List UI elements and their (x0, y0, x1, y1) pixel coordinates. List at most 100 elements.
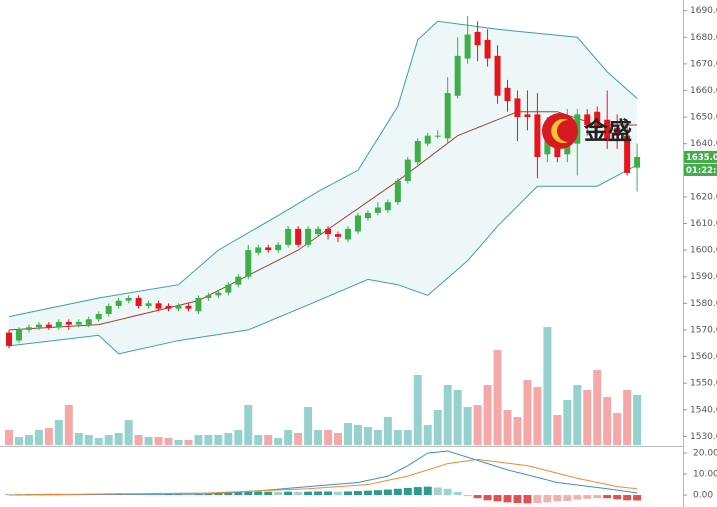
candle-body (614, 127, 621, 136)
candle-body (175, 305, 182, 309)
candle-body (434, 135, 441, 137)
candle-body (444, 93, 451, 139)
logo: 金盛 (542, 113, 632, 149)
candle-body (394, 180, 401, 203)
volume-bar (274, 438, 283, 445)
macd-histogram-bar (433, 487, 442, 496)
candle-body (85, 319, 92, 325)
last-price-tag (684, 150, 717, 163)
countdown-label: 01:22:2 (686, 166, 717, 176)
candle-body (6, 332, 12, 346)
macd-pane (5, 450, 642, 504)
candle-body (155, 303, 162, 309)
y-tick-label: 1530.0 (690, 432, 717, 442)
volume-bar (124, 420, 133, 445)
macd-histogram-bar (443, 488, 452, 496)
macd-histogram-bar (244, 491, 253, 496)
volume-bar (304, 407, 313, 445)
y-tick-label: 1550.0 (690, 379, 717, 389)
macd-histogram-bar (214, 493, 223, 496)
volume-bar (623, 390, 632, 445)
y-tick-label: 1680.0 (690, 33, 717, 43)
volume-bar (603, 397, 612, 445)
volume-bar (523, 380, 532, 445)
volume-bar (234, 430, 243, 445)
macd-histogram-bar (334, 491, 343, 496)
candle-body (424, 135, 431, 144)
candles (6, 15, 641, 349)
macd-histogram-bar (593, 495, 602, 499)
candle-body (215, 292, 222, 296)
volume-bar (184, 440, 193, 445)
candle-body (145, 303, 152, 306)
volume-bar (473, 405, 482, 445)
volume-bar (543, 327, 552, 445)
volume-bar (573, 385, 582, 445)
macd-histogram-bar (613, 495, 622, 500)
volume-bar (463, 407, 472, 445)
macd-histogram-bar (264, 491, 273, 496)
macd-histogram-bar (583, 495, 592, 499)
volume-bar (314, 430, 323, 445)
candle-body (235, 276, 242, 285)
volume-bar (154, 437, 163, 445)
macd-histogram-bar (513, 495, 522, 504)
candle-body (354, 215, 361, 232)
candle-body (55, 321, 62, 328)
macd-histogram-bar (343, 491, 352, 496)
volume-bar (34, 430, 43, 445)
macd-tick-label: 20.00 (693, 449, 717, 459)
candle-body (15, 329, 22, 341)
volume-bar (74, 433, 83, 445)
y-tick-label: 1600.0 (690, 246, 717, 256)
volume-bar (593, 370, 602, 445)
band-fill (9, 21, 638, 354)
macd-histogram-bar (423, 486, 432, 496)
candle-body (135, 298, 142, 306)
countdown-tag (684, 163, 717, 176)
logo-text: 金盛 (583, 117, 632, 145)
volume-bar (134, 435, 143, 445)
candle-body (35, 324, 42, 328)
volume-bar (44, 428, 53, 445)
volume-bar (393, 430, 402, 445)
volume-bar (553, 415, 562, 445)
candle-body (464, 34, 471, 59)
volume-bar (613, 413, 622, 445)
candle-body (335, 234, 342, 237)
volume-bar (264, 435, 273, 445)
volume-bar (583, 390, 592, 445)
volume-bar (353, 425, 362, 445)
candle-body (295, 228, 302, 245)
macd-histogram-bar (314, 491, 323, 496)
signal-line (8, 458, 638, 496)
volume-bar (5, 430, 13, 445)
macd-histogram-bar (224, 492, 233, 496)
candle-body (185, 305, 192, 309)
volume-bar (373, 430, 382, 445)
candle-body (384, 202, 391, 211)
macd-histogram-bar (553, 495, 562, 502)
macd-histogram-bar (623, 495, 632, 501)
volume-bar (403, 430, 412, 445)
macd-histogram-bar (393, 488, 402, 496)
volume-bar (503, 410, 512, 445)
logo-emblem-crescent (551, 119, 568, 143)
candle-body (634, 156, 641, 168)
macd-histogram-bar (164, 494, 173, 496)
volume-bar (483, 385, 492, 445)
band-upper (8, 20, 638, 318)
candle-body (25, 327, 32, 330)
macd-histogram-bar (184, 494, 193, 496)
y-tick-label: 1570.0 (690, 325, 717, 335)
candle-body (205, 295, 212, 298)
candle-body (265, 247, 272, 251)
volume-bar (443, 385, 452, 445)
macd-histogram-bar (493, 495, 502, 502)
macd-line (8, 450, 638, 496)
candle-body (275, 244, 282, 251)
candle-body (305, 228, 312, 245)
volume-bar (224, 433, 233, 445)
volume-bar (254, 435, 263, 445)
macd-histogram-bar (304, 491, 313, 496)
